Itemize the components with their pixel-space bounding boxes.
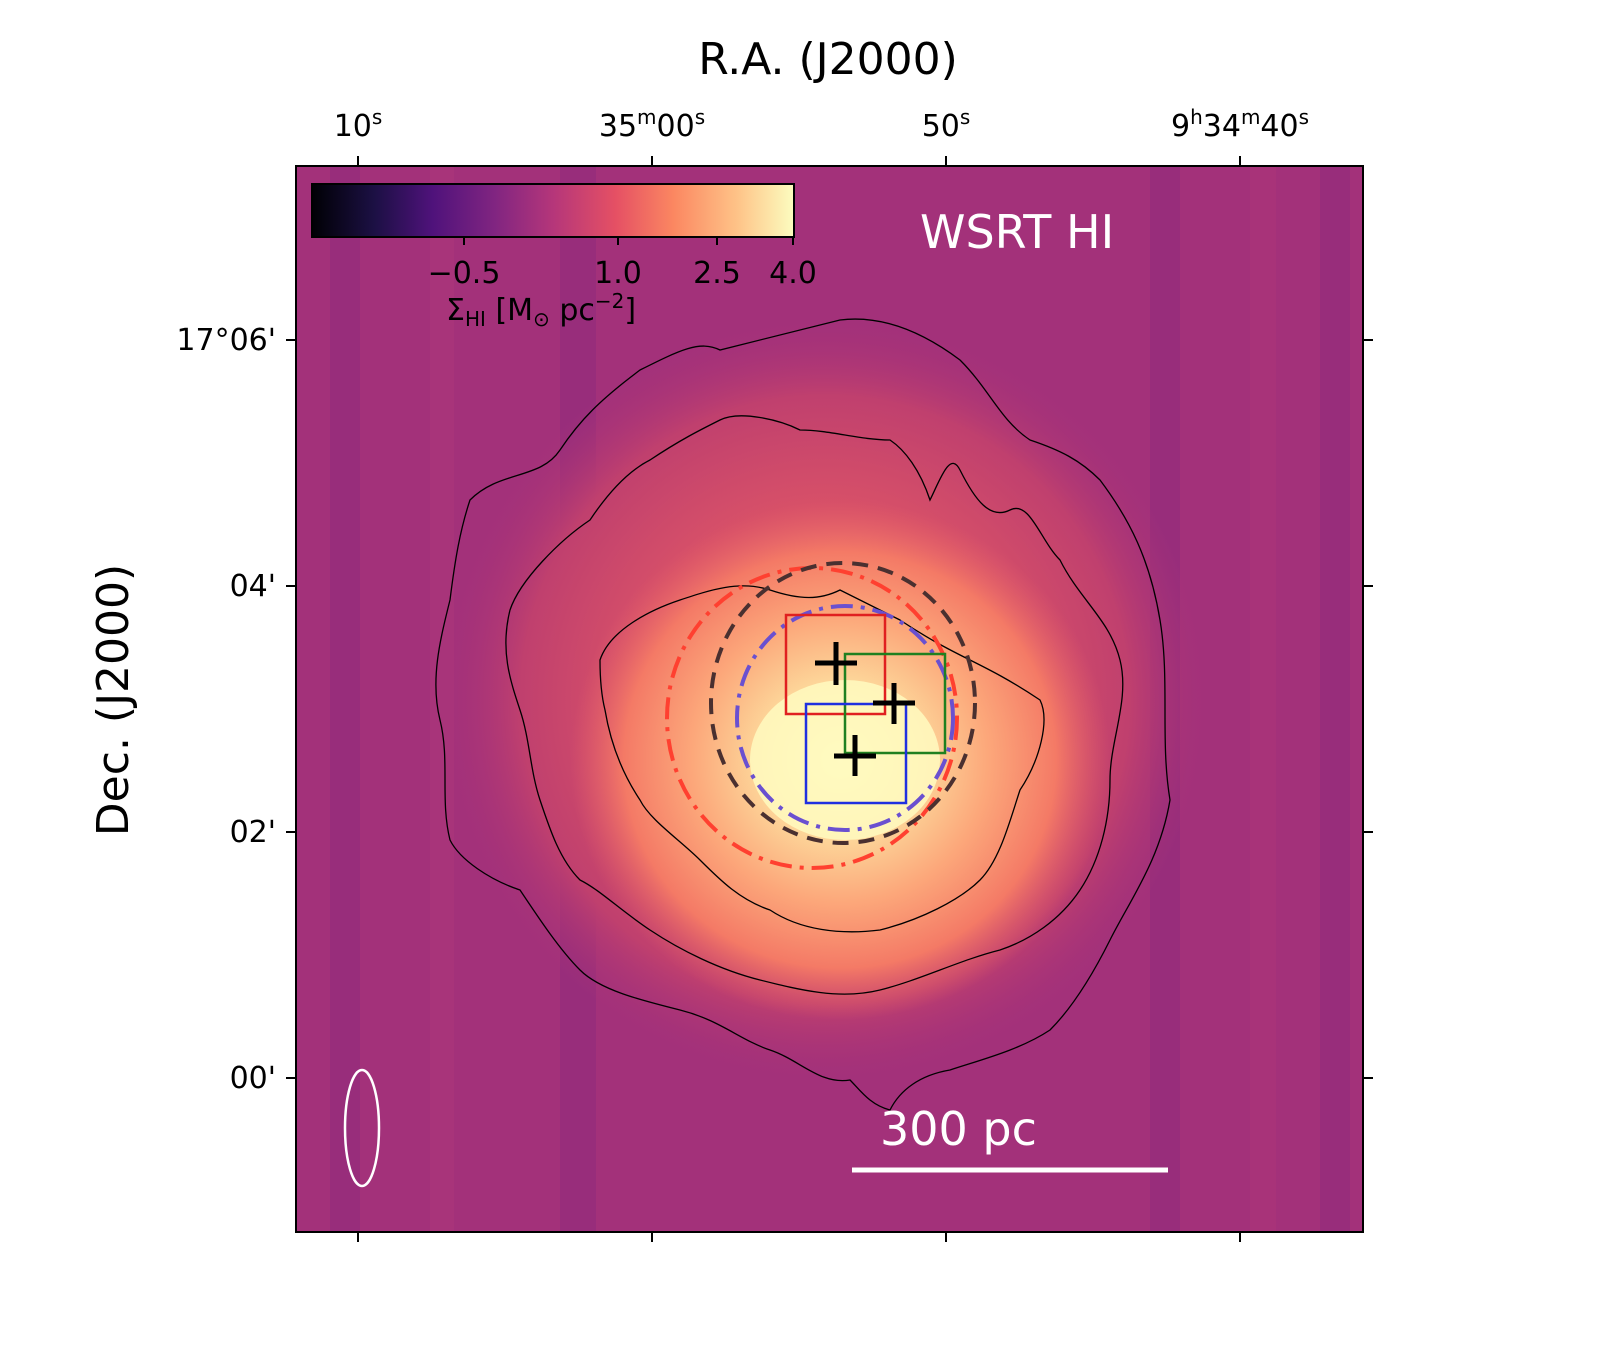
- hi-map: 300 pc WSRT HI: [296, 166, 1363, 1232]
- x-tick-label-2: 35m00s: [599, 105, 705, 144]
- circle-purple-dashdot: [735, 604, 955, 832]
- y-tick-label-3: 02': [230, 815, 276, 850]
- y-axis-title: Dec. (J2000): [88, 564, 139, 836]
- colorbar: −0.5 1.0 2.5 4.0 ΣHI [M⊙ pc−2]: [311, 183, 817, 331]
- x-tick-label-3: 50s: [922, 105, 971, 144]
- x-ticks: [357, 156, 1241, 1242]
- colorbar-tick-2: 1.0: [594, 256, 642, 291]
- x-tick-label-1: 10s: [334, 105, 383, 144]
- contour-inner: [599, 585, 1045, 933]
- colorbar-tick-4: 4.0: [769, 256, 817, 291]
- colorbar-tick-3: 2.5: [693, 256, 741, 291]
- y-ticks: [286, 339, 1373, 1079]
- circle-red-dashdot: [665, 566, 959, 870]
- cross-marker-3: [834, 735, 876, 776]
- colorbar-tick-1: −0.5: [428, 256, 501, 291]
- circle-dark-dashed: [709, 561, 977, 845]
- beam-ellipse: [343, 1068, 381, 1188]
- box-red: [784, 613, 887, 716]
- x-axis-title: R.A. (J2000): [698, 34, 958, 85]
- colorbar-label: ΣHI [M⊙ pc−2]: [446, 289, 636, 331]
- cross-marker-2: [873, 683, 915, 724]
- plot-frame: [295, 165, 1364, 1233]
- scale-bar-label: 300 pc: [880, 1102, 1037, 1156]
- box-blue: [804, 702, 908, 805]
- y-tick-label-2: 04': [230, 569, 276, 604]
- cross-marker-1: [815, 642, 857, 685]
- map-annotation: WSRT HI: [920, 205, 1114, 259]
- contour-outer: [435, 318, 1171, 1111]
- contour-middle: [505, 415, 1124, 995]
- x-tick-label-4: 9h34m40s: [1171, 105, 1309, 144]
- y-tick-label-1: 17°06': [176, 323, 276, 358]
- y-tick-label-4: 00': [230, 1061, 276, 1096]
